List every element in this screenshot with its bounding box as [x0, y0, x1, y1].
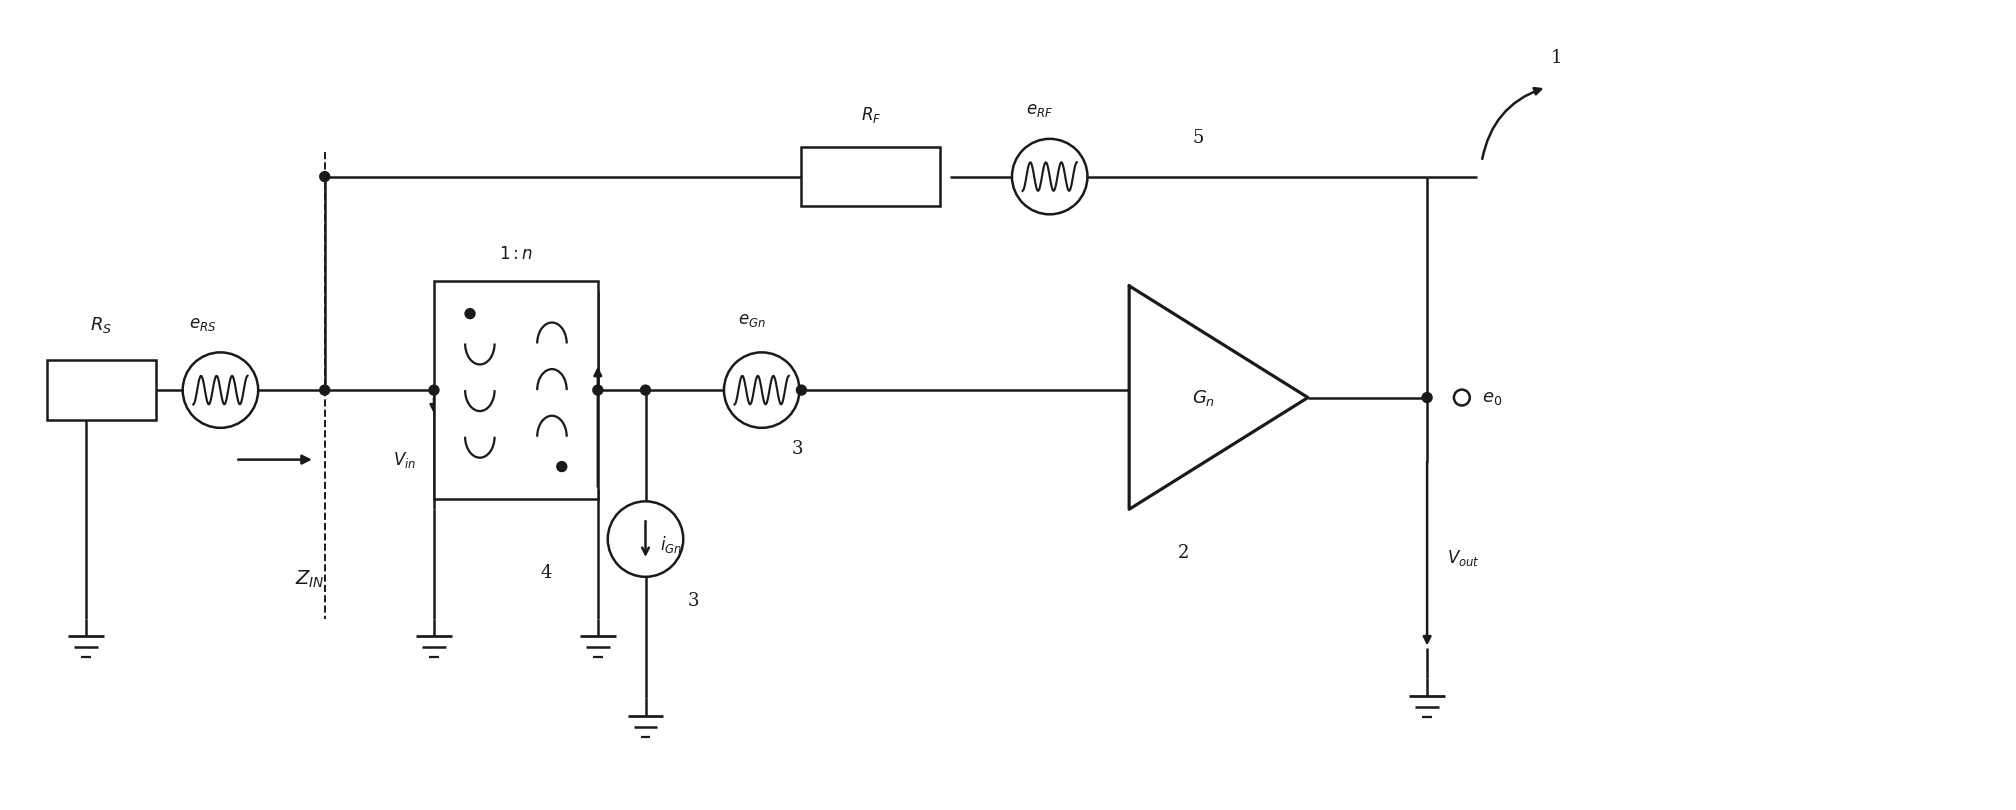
Text: $V_{in}$: $V_{in}$	[393, 450, 415, 470]
Text: $e_{Gn}$: $e_{Gn}$	[738, 312, 766, 329]
Text: $e_0$: $e_0$	[1482, 389, 1502, 407]
Bar	[46, 360, 155, 420]
Text: 4: 4	[540, 564, 552, 582]
Text: 2: 2	[1177, 544, 1189, 562]
Circle shape	[641, 385, 651, 395]
Bar	[802, 147, 941, 207]
Circle shape	[1454, 390, 1470, 406]
Text: $i_{Gn}$: $i_{Gn}$	[661, 534, 683, 555]
Text: $R_F$: $R_F$	[861, 105, 881, 125]
Text: 3: 3	[687, 592, 700, 610]
Circle shape	[466, 309, 476, 318]
Text: 5: 5	[1193, 129, 1204, 147]
Bar	[433, 281, 599, 499]
Text: $Z_{IN}$: $Z_{IN}$	[294, 569, 325, 590]
Circle shape	[1421, 393, 1431, 403]
Circle shape	[321, 385, 331, 395]
Text: $V_{out}$: $V_{out}$	[1447, 548, 1480, 568]
Text: $G_n$: $G_n$	[1191, 387, 1216, 407]
Text: $1:n$: $1:n$	[498, 246, 532, 263]
Circle shape	[556, 462, 566, 471]
Text: $e_{RF}$: $e_{RF}$	[1026, 102, 1052, 119]
Circle shape	[429, 385, 439, 395]
Text: $R_S$: $R_S$	[91, 315, 113, 335]
Text: 3: 3	[792, 440, 802, 458]
Circle shape	[321, 172, 331, 181]
Text: 1: 1	[1550, 49, 1562, 67]
Circle shape	[593, 385, 603, 395]
Text: $e_{RS}$: $e_{RS}$	[190, 316, 216, 332]
Circle shape	[796, 385, 806, 395]
